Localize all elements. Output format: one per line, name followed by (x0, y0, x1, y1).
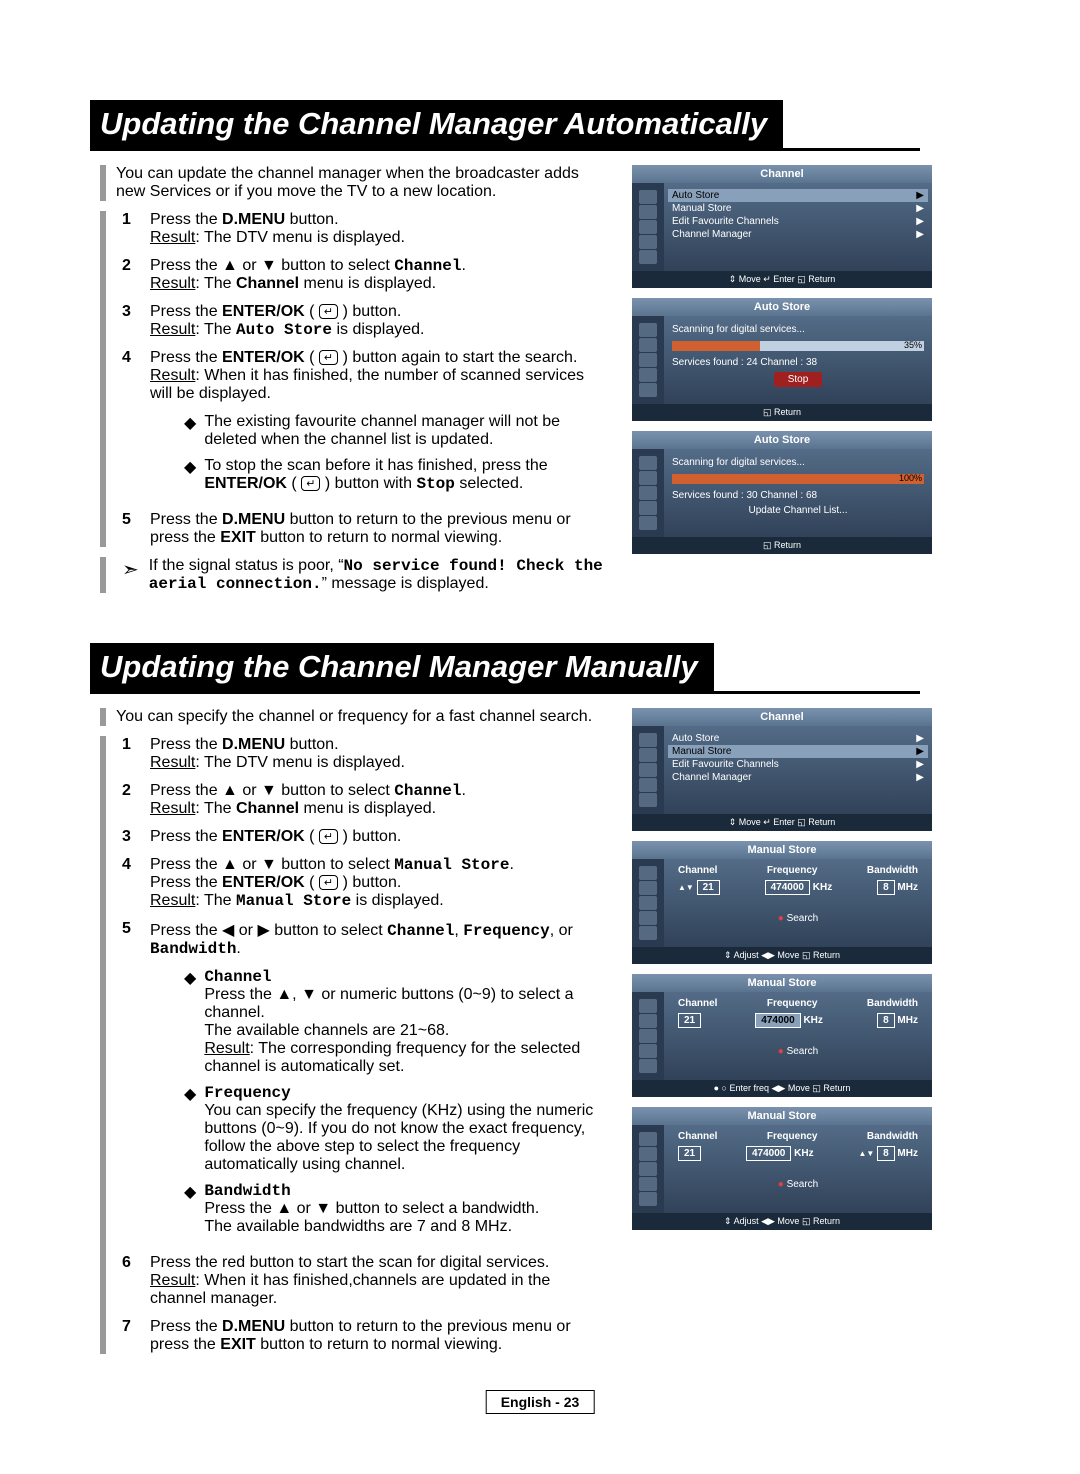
osd-channel-menu: Channel Auto Store▶ Manual Store▶ Edit F… (632, 165, 932, 288)
manual-page: Updating the Channel Manager Automatical… (0, 0, 1080, 1474)
note: ➣ If the signal status is poor, “No serv… (100, 557, 610, 593)
osd-channel-menu-2: Channel Auto Store▶ Manual Store▶ Edit F… (632, 708, 932, 831)
intro-text: You can specify the channel or frequency… (100, 708, 610, 726)
osd-autostore-35: Auto Store Scanning for digital services… (632, 298, 932, 421)
section-manual: Updating the Channel Manager Manually Yo… (100, 643, 1010, 1364)
auto-steps: 1Press the D.MENU button.Result: The DTV… (100, 211, 610, 547)
osd-manual-3: Manual Store ChannelFrequencyBandwidth 2… (632, 1107, 932, 1230)
section-title: Updating the Channel Manager Manually (90, 643, 714, 691)
section-auto: Updating the Channel Manager Automatical… (100, 100, 1010, 603)
page-number: English - 23 (486, 1390, 595, 1414)
intro-text: You can update the channel manager when … (100, 165, 610, 201)
note-icon: ➣ (122, 557, 139, 593)
section-title: Updating the Channel Manager Automatical… (90, 100, 783, 148)
osd-manual-2: Manual Store ChannelFrequencyBandwidth 2… (632, 974, 932, 1097)
osd-autostore-100: Auto Store Scanning for digital services… (632, 431, 932, 554)
osd-manual-1: Manual Store ChannelFrequencyBandwidth ▲… (632, 841, 932, 964)
manual-steps: 1Press the D.MENU button.Result: The DTV… (100, 736, 610, 1354)
